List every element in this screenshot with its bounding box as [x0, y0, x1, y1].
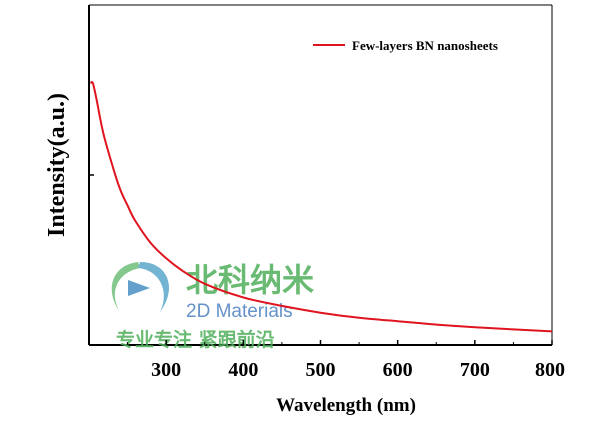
- x-axis-title: Wavelength (nm): [276, 395, 416, 416]
- legend: Few-layers BN nanosheets: [313, 38, 498, 53]
- watermark-emblem-icon: [111, 262, 170, 312]
- plot-frame: [88, 4, 553, 346]
- x-axis-ticks: 300 400 500 600 700 800: [127, 340, 565, 381]
- x-tick-label: 300: [151, 359, 181, 381]
- x-tick-label: 500: [306, 359, 336, 381]
- watermark-logo: 北科纳米 2D Materials 专业专注 紧跟前沿: [111, 261, 314, 351]
- watermark-slogan: 专业专注 紧跟前沿: [116, 328, 275, 351]
- x-tick-label: 700: [460, 359, 490, 381]
- watermark-en-title: 2D Materials: [186, 301, 293, 322]
- x-tick-label: 400: [228, 359, 258, 381]
- watermark-cn-title: 北科纳米: [186, 261, 314, 299]
- y-axis-title: Intensity(a.u.): [44, 93, 70, 237]
- x-tick-label: 800: [535, 359, 565, 381]
- x-tick-label: 600: [383, 359, 413, 381]
- series-line-few-layers-bn: [89, 80, 553, 333]
- legend-label: Few-layers BN nanosheets: [352, 38, 498, 53]
